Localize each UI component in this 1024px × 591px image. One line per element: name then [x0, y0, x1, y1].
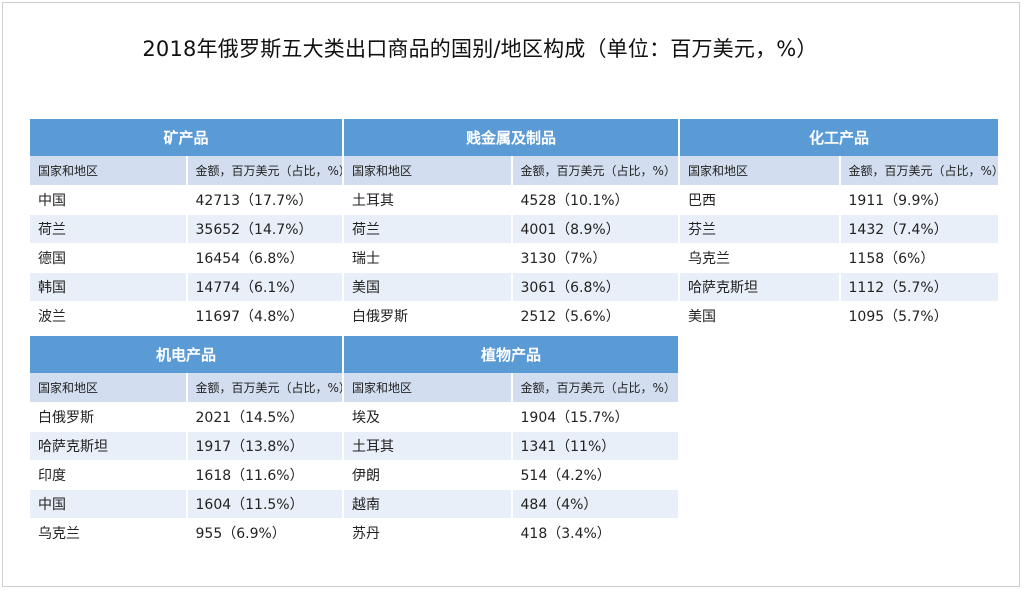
amount-cell: 1917（13.8%） — [186, 431, 344, 461]
col-header-country: 国家和地区 — [30, 373, 188, 403]
col-header-amount: 金额，百万美元（占比，%） — [186, 373, 344, 403]
table-row: 波兰 11697（4.8%） — [30, 301, 344, 331]
amount-cell: 3061（6.8%） — [511, 272, 680, 302]
country-cell: 荷兰 — [30, 214, 188, 244]
page-title: 2018年俄罗斯五大类出口商品的国别/地区构成（单位：百万美元，%） — [142, 37, 818, 61]
amount-cell: 11697（4.8%） — [186, 301, 344, 331]
table-row: 中国 42713（17.7%） — [30, 185, 344, 215]
country-cell: 白俄罗斯 — [30, 402, 188, 432]
amount-cell: 14774（6.1%） — [186, 272, 344, 302]
col-header-amount: 金额，百万美元（占比，%） — [511, 373, 680, 403]
col-header-amount: 金额，百万美元（占比，%） — [186, 156, 344, 186]
amount-cell: 4528（10.1%） — [511, 185, 680, 215]
col-header-amount: 金额，百万美元（占比，%） — [511, 156, 680, 186]
country-cell: 埃及 — [344, 402, 513, 432]
country-cell: 韩国 — [30, 272, 188, 302]
col-header-country: 国家和地区 — [30, 156, 188, 186]
amount-cell: 35652（14.7%） — [186, 214, 344, 244]
col-header-country: 国家和地区 — [680, 156, 841, 186]
col-header-country: 国家和地区 — [344, 156, 513, 186]
amount-cell: 1911（9.9%） — [839, 185, 1000, 215]
block-mineral-products: 矿产品 国家和地区 金额，百万美元（占比，%） 中国 42713（17.7%） 荷… — [30, 119, 344, 331]
block-header: 植物产品 — [344, 336, 680, 373]
country-cell: 印度 — [30, 460, 188, 490]
amount-cell: 484（4%） — [511, 489, 680, 519]
table-row: 韩国 14774（6.1%） — [30, 272, 344, 302]
country-cell: 芬兰 — [680, 214, 841, 244]
country-cell: 苏丹 — [344, 518, 513, 548]
block-header: 贱金属及制品 — [344, 119, 680, 156]
block-header: 矿产品 — [30, 119, 344, 156]
block-base-metals: 贱金属及制品 国家和地区 金额，百万美元（占比，%） 土耳其 4528（10.1%… — [344, 119, 680, 331]
country-cell: 哈萨克斯坦 — [30, 431, 188, 461]
country-cell: 乌克兰 — [30, 518, 188, 548]
block-electromechanical-products: 机电产品 国家和地区 金额，百万美元（占比，%） 白俄罗斯 2021（14.5%）… — [30, 336, 344, 548]
table-row: 芬兰 1432（7.4%） — [680, 214, 1000, 244]
amount-cell: 514（4.2%） — [511, 460, 680, 490]
table-row: 德国 16454（6.8%） — [30, 243, 344, 273]
table-row: 苏丹 418（3.4%） — [344, 518, 680, 548]
amount-cell: 1341（11%） — [511, 431, 680, 461]
table-row: 乌克兰 1158（6%） — [680, 243, 1000, 273]
amount-cell: 1158（6%） — [839, 243, 1000, 273]
table-row: 荷兰 4001（8.9%） — [344, 214, 680, 244]
table-row: 土耳其 1341（11%） — [344, 431, 680, 461]
table-row: 瑞士 3130（7%） — [344, 243, 680, 273]
country-cell: 中国 — [30, 185, 188, 215]
table-row: 中国 1604（11.5%） — [30, 489, 344, 519]
table-row: 白俄罗斯 2512（5.6%） — [344, 301, 680, 331]
amount-cell: 2021（14.5%） — [186, 402, 344, 432]
table-row: 哈萨克斯坦 1917（13.8%） — [30, 431, 344, 461]
country-cell: 美国 — [344, 272, 513, 302]
col-header-country: 国家和地区 — [344, 373, 513, 403]
country-cell: 土耳其 — [344, 185, 513, 215]
country-cell: 荷兰 — [344, 214, 513, 244]
country-cell: 波兰 — [30, 301, 188, 331]
col-header-amount: 金额，百万美元（占比，%） — [839, 156, 1000, 186]
table-row: 越南 484（4%） — [344, 489, 680, 519]
country-cell: 土耳其 — [344, 431, 513, 461]
amount-cell: 418（3.4%） — [511, 518, 680, 548]
table-row: 哈萨克斯坦 1112（5.7%） — [680, 272, 1000, 302]
table-row: 美国 1095（5.7%） — [680, 301, 1000, 331]
amount-cell: 1432（7.4%） — [839, 214, 1000, 244]
block-chemical-products: 化工产品 国家和地区 金额，百万美元（占比，%） 巴西 1911（9.9%） 芬兰… — [680, 119, 1000, 331]
country-cell: 越南 — [344, 489, 513, 519]
amount-cell: 1618（11.6%） — [186, 460, 344, 490]
country-cell: 中国 — [30, 489, 188, 519]
amount-cell: 3130（7%） — [511, 243, 680, 273]
amount-cell: 42713（17.7%） — [186, 185, 344, 215]
country-cell: 哈萨克斯坦 — [680, 272, 841, 302]
table-row: 伊朗 514（4.2%） — [344, 460, 680, 490]
amount-cell: 1904（15.7%） — [511, 402, 680, 432]
table-row: 印度 1618（11.6%） — [30, 460, 344, 490]
amount-cell: 955（6.9%） — [186, 518, 344, 548]
table-row: 巴西 1911（9.9%） — [680, 185, 1000, 215]
country-cell: 德国 — [30, 243, 188, 273]
country-cell: 瑞士 — [344, 243, 513, 273]
amount-cell: 4001（8.9%） — [511, 214, 680, 244]
amount-cell: 16454（6.8%） — [186, 243, 344, 273]
country-cell: 巴西 — [680, 185, 841, 215]
table-row: 乌克兰 955（6.9%） — [30, 518, 344, 548]
country-cell: 伊朗 — [344, 460, 513, 490]
table-row: 美国 3061（6.8%） — [344, 272, 680, 302]
country-cell: 白俄罗斯 — [344, 301, 513, 331]
table-row: 土耳其 4528（10.1%） — [344, 185, 680, 215]
table-row: 荷兰 35652（14.7%） — [30, 214, 344, 244]
block-plant-products: 植物产品 国家和地区 金额，百万美元（占比，%） 埃及 1904（15.7%） 土… — [344, 336, 680, 548]
table-row: 白俄罗斯 2021（14.5%） — [30, 402, 344, 432]
amount-cell: 2512（5.6%） — [511, 301, 680, 331]
block-header: 机电产品 — [30, 336, 344, 373]
amount-cell: 1604（11.5%） — [186, 489, 344, 519]
amount-cell: 1112（5.7%） — [839, 272, 1000, 302]
country-cell: 美国 — [680, 301, 841, 331]
block-header: 化工产品 — [680, 119, 1000, 156]
table-row: 埃及 1904（15.7%） — [344, 402, 680, 432]
amount-cell: 1095（5.7%） — [839, 301, 1000, 331]
country-cell: 乌克兰 — [680, 243, 841, 273]
